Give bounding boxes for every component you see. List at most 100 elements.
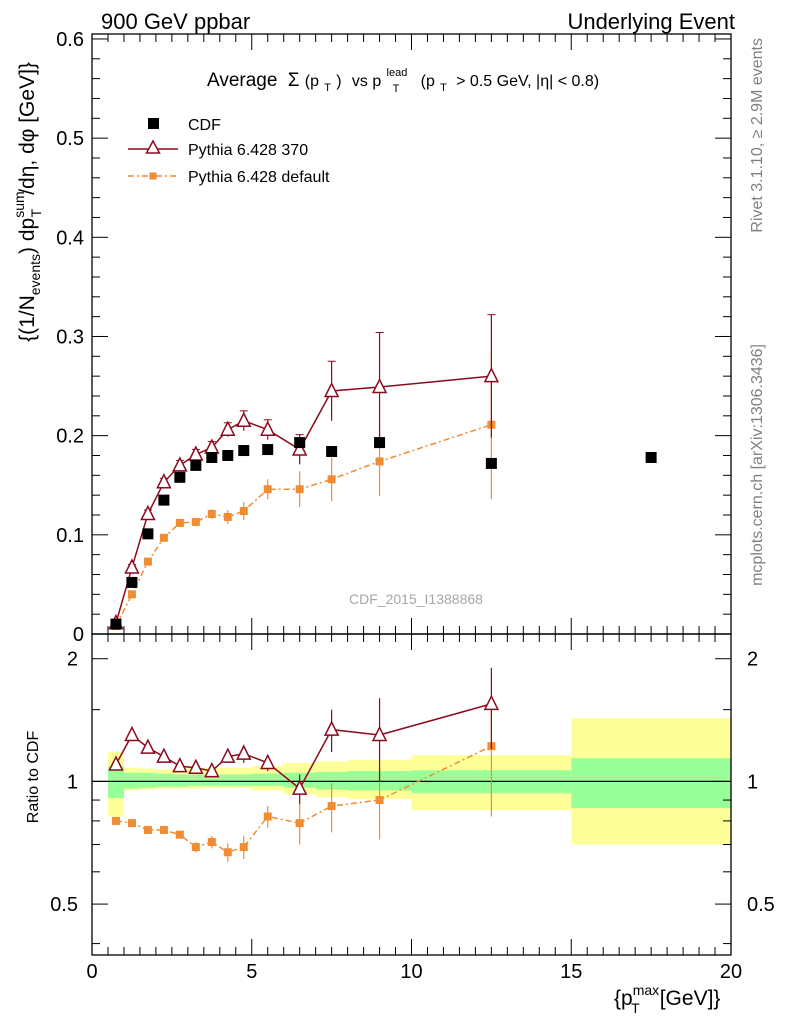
main-p370-line — [115, 375, 492, 624]
main-p370-point — [156, 473, 172, 489]
main-p370-point — [323, 381, 340, 398]
ratio-pdef-point — [207, 838, 216, 847]
main-p370-point — [483, 366, 500, 383]
ratio-y-tick-label-right: 2 — [747, 649, 758, 671]
main-y-tick-label: 0 — [73, 624, 84, 646]
main-p370-point — [260, 420, 276, 436]
ratio-inner-band — [251, 773, 284, 786]
ratio-p370-point — [124, 725, 140, 742]
ratio-inner-band — [187, 774, 204, 786]
ratio-inner-band — [235, 774, 252, 786]
plot-title-sigma: Σ — [288, 70, 300, 91]
rivet-version-label: Rivet 3.1.10, ≥ 2.9M events — [749, 38, 766, 233]
legend-pdef-marker — [149, 172, 157, 180]
plot-title-cut-rest: > 0.5 GeV, |η| < 0.8) — [456, 73, 599, 90]
ratio-inner-band — [171, 774, 188, 787]
main-cdf-point — [294, 437, 306, 449]
main-y-tick-label: 0.1 — [56, 525, 84, 547]
header-energy: 900 GeV ppbar — [101, 9, 250, 34]
mcplots-label: mcplots.cern.ch [arXiv:1306.3436] — [749, 344, 766, 586]
header-observable: Underlying Event — [567, 9, 735, 34]
plot-title-pt-sub: T — [324, 82, 331, 94]
ratio-p370-point — [204, 761, 220, 778]
main-y-tick-label: 0.3 — [56, 326, 84, 348]
main-pdef-point — [143, 557, 152, 566]
plot-title-pt-close: ) — [336, 73, 341, 90]
plot-title-vs: vs p — [352, 73, 381, 90]
analysis-watermark: CDF_2015_I1388868 — [349, 591, 483, 607]
main-cdf-point — [262, 444, 274, 456]
main-cdf-point — [326, 446, 338, 458]
ratio-p370-point — [156, 747, 172, 763]
main-pdef-point — [295, 485, 304, 494]
ratio-uncertainty-bands — [92, 718, 731, 845]
ratio-p370-point — [291, 779, 308, 795]
ratio-p370-point — [172, 756, 188, 773]
ratio-p370-point — [188, 758, 204, 775]
ratio-p370-point — [140, 738, 156, 754]
plot-title-lead-sup: lead — [387, 67, 408, 79]
ratio-y-tick-label-right: 0.5 — [747, 894, 775, 916]
ratio-p370-point — [236, 744, 252, 760]
plot-title-cut-sub: T — [440, 82, 447, 94]
ratio-pdef-point — [295, 819, 304, 828]
ratio-y-tick-label: 2 — [67, 649, 78, 671]
ratio-pdef-point — [239, 843, 248, 852]
main-pdef-point — [159, 533, 168, 542]
main-pdef-point — [127, 590, 136, 599]
plot-title-cut: (p — [421, 73, 435, 90]
main-cdf-point — [238, 445, 250, 457]
main-y-tick-label: 0.4 — [56, 227, 84, 249]
main-pdef-point — [223, 512, 232, 521]
ratio-plot-frame: 0.5 0.51 12 20 5 10 15 20 — [50, 633, 775, 983]
main-cdf-point — [110, 618, 122, 630]
main-cdf-point — [222, 449, 234, 461]
main-p370-point — [140, 504, 156, 521]
legend-p370-marker — [145, 139, 161, 154]
ratio-pdef-point — [127, 819, 136, 828]
x-tick-label: 15 — [560, 961, 582, 983]
x-tick-label: 20 — [720, 961, 742, 983]
main-y-tick-label: 0.2 — [56, 426, 84, 448]
legend-cdf-label: CDF — [188, 117, 221, 134]
main-pdef-point — [263, 485, 272, 494]
main-pdef-point — [375, 457, 384, 466]
ratio-pdef-point — [191, 843, 200, 852]
main-p370-point — [236, 411, 252, 428]
main-cdf-point — [142, 528, 154, 540]
ratio-inner-band — [219, 774, 236, 786]
main-p370-point — [371, 377, 388, 394]
main-cdf-point — [158, 494, 170, 506]
ratio-pdef-point — [175, 830, 184, 839]
ratio-pdef-point — [159, 825, 168, 834]
ratio-pdef-point — [223, 848, 232, 857]
main-pdef-point — [239, 507, 248, 516]
main-pdef-point — [327, 475, 336, 484]
ratio-pdef-point — [327, 802, 336, 811]
main-cdf-point — [485, 457, 497, 469]
main-y-axis-label: {(1/Nevents) dpsumT/dη, dφ [GeV]} — [11, 62, 44, 342]
main-p370-point — [172, 456, 188, 472]
x-tick-label: 10 — [400, 961, 422, 983]
legend-pdef-label: Pythia 6.428 default — [188, 169, 330, 186]
legend-p370-label: Pythia 6.428 370 — [188, 142, 308, 159]
ratio-p370-point — [483, 694, 500, 711]
main-cdf-point — [190, 459, 202, 471]
x-axis-label: {pmax T [GeV]} — [614, 982, 720, 1016]
ratio-pdef-point — [263, 812, 272, 821]
main-cdf-point — [645, 451, 657, 463]
ratio-plot-data — [108, 667, 500, 862]
ratio-p370-point — [371, 725, 388, 742]
ratio-p370-point — [220, 747, 236, 763]
main-cdf-point — [206, 451, 218, 463]
main-cdf-point — [174, 471, 186, 483]
legend-cdf-marker — [148, 118, 159, 129]
ratio-p370-point — [108, 755, 124, 771]
main-p370-point — [291, 440, 308, 456]
ratio-y-tick-label-right: 1 — [747, 771, 758, 793]
legend: CDF Pythia 6.428 370 Pythia 6.428 defaul… — [128, 117, 330, 186]
ratio-y-tick-label: 0.5 — [50, 894, 78, 916]
main-pdef-point — [175, 518, 184, 527]
ratio-inner-band — [203, 774, 220, 786]
ratio-pdef-point — [111, 816, 120, 825]
